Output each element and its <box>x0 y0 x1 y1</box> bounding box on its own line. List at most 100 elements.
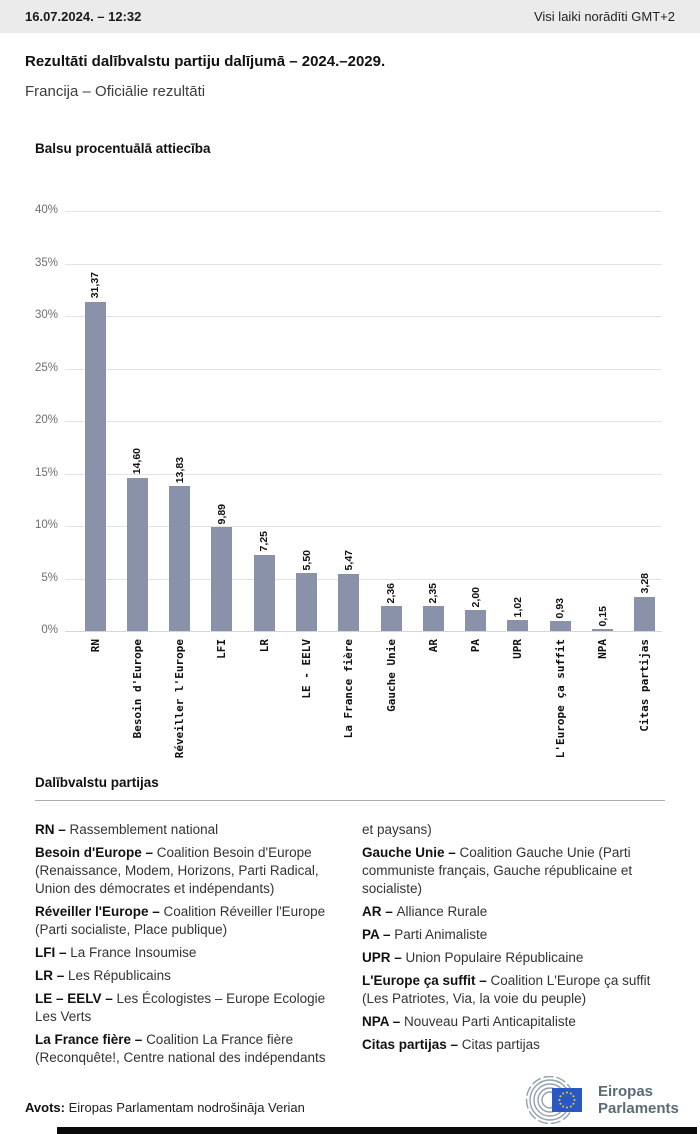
gridline <box>65 578 662 580</box>
date-time: 16.07.2024. – 12:32 <box>25 9 142 24</box>
bar-value-label: 9,89 <box>215 503 228 525</box>
y-axis-tick-label: 30% <box>34 309 58 321</box>
bar[interactable] <box>634 596 656 631</box>
bar[interactable] <box>169 485 191 631</box>
bar-value-label: 3,28 <box>638 573 651 594</box>
x-axis-label: Gauche Unie <box>384 639 398 712</box>
y-axis-tick-label: 10% <box>34 519 58 531</box>
bar[interactable] <box>422 606 444 631</box>
bar-column: 14,60 <box>116 211 158 631</box>
legend-item: PA – Parti Animaliste <box>362 927 488 942</box>
bar-value-label: 5,47 <box>342 550 355 571</box>
gridline <box>65 316 662 317</box>
party-abbr: NPA – <box>362 1014 405 1029</box>
gridline <box>65 263 662 265</box>
party-abbr: UPR – <box>362 950 406 965</box>
x-axis-label-cell: Citas partijas <box>624 639 666 767</box>
bar[interactable] <box>84 301 106 631</box>
bar[interactable] <box>211 527 233 631</box>
bar-column: 2,35 <box>412 211 454 631</box>
bar-value-label: 1,02 <box>511 596 524 618</box>
x-axis-label: LFI <box>215 639 229 659</box>
y-axis-tick-label: 25% <box>34 361 58 374</box>
party-abbr: Gauche Unie – <box>362 845 460 860</box>
ep-hemicycle-icon <box>525 1076 582 1124</box>
bar-value-label: 5,50 <box>300 549 313 571</box>
party-abbr: L'Europe ça suffit – <box>362 973 491 988</box>
x-axis-label: UPR <box>511 639 525 659</box>
y-axis-tick-label: 20% <box>34 414 58 426</box>
bar-column: 5,47 <box>328 211 370 631</box>
x-axis-label-cell: LE - EELV <box>285 639 327 767</box>
topbar: 16.07.2024. – 12:32 Visi laiki norādīti … <box>0 0 700 33</box>
bar[interactable] <box>592 629 614 631</box>
gridline <box>65 211 662 212</box>
gridline <box>65 631 662 632</box>
bar-value-label: 31,37 <box>89 272 102 299</box>
bar-value-label: 2,36 <box>385 582 398 604</box>
source-label: Avots: <box>25 1100 65 1115</box>
x-axis-label-cell: La France fière <box>328 639 370 767</box>
bar-value-label: 7,25 <box>258 531 271 552</box>
bar-column: 3,28 <box>624 211 666 631</box>
legend-item: La France fière – Coalition La France fi… <box>35 1032 326 1065</box>
bar[interactable] <box>296 573 318 631</box>
bar-value-label: 2,35 <box>427 582 440 604</box>
party-abbr: La France fière – <box>35 1032 147 1047</box>
party-abbr: PA – <box>362 927 395 942</box>
x-axis-label: RN <box>88 639 102 653</box>
bar[interactable] <box>253 554 275 631</box>
gridline <box>65 421 662 422</box>
bar[interactable] <box>465 610 487 631</box>
x-axis-label: La France fière <box>342 639 356 739</box>
gridline <box>65 368 662 370</box>
gridline <box>65 473 662 475</box>
bar[interactable] <box>126 477 148 631</box>
party-abbr: Réveiller l'Europe – <box>35 904 164 919</box>
bar-column: 2,36 <box>370 211 412 631</box>
legend-item: LE – EELV – Les Écologistes – Europe Eco… <box>35 991 326 1024</box>
legend-item: Besoin d'Europe – Coalition Besoin d'Eur… <box>35 845 319 896</box>
x-axis-label-cell: AR <box>412 639 454 767</box>
bar-value-label: 14,60 <box>131 448 144 475</box>
x-axis-label: LE - EELV <box>300 639 314 699</box>
horizontal-scrollbar[interactable] <box>57 1127 697 1134</box>
legend-divider <box>35 800 665 801</box>
legend-column-left: RN – Rassemblement national Besoin d'Euro… <box>35 821 345 1072</box>
bar-column: 1,02 <box>497 211 539 631</box>
bar-column: 2,00 <box>455 211 497 631</box>
legend-item: et paysans) <box>362 822 432 837</box>
bars-area: 31,37 14,60 13,83 9,89 7,25 5,50 5,47 2,36 2,35 2… <box>74 211 666 631</box>
x-axis-label-cell: Besoin d'Europe <box>116 639 158 767</box>
ep-logo-line2: Parlaments <box>598 1100 679 1117</box>
x-axis-label-cell: LFI <box>201 639 243 767</box>
party-abbr: RN – <box>35 822 70 837</box>
ep-logo-text: Eiropas Parlaments <box>598 1083 679 1117</box>
bar-value-label: 13,83 <box>173 456 186 483</box>
x-axis-label: Réveiller l'Europe <box>173 639 187 759</box>
bar[interactable] <box>338 573 360 631</box>
page-subtitle: Francija – Oficiālie rezultāti <box>25 83 206 100</box>
legend-item: AR – Alliance Rurale <box>362 904 488 919</box>
x-axis-label: L'Europe ça suffit <box>553 639 567 759</box>
party-abbr: AR – <box>362 904 397 919</box>
x-axis-label-cell: L'Europe ça suffit <box>539 639 581 767</box>
party-abbr: LFI – <box>35 945 71 960</box>
gridline <box>65 526 662 527</box>
x-axis-label-cell: RN <box>74 639 116 767</box>
legend-column-right: et paysans) Gauche Unie – Coalition Gauch… <box>362 821 677 1059</box>
bar[interactable] <box>380 606 402 631</box>
legend-item: LFI – La France Insoumise <box>35 945 197 960</box>
x-axis-label-cell: Réveiller l'Europe <box>159 639 201 767</box>
x-axis-label-cell: LR <box>243 639 285 767</box>
bar[interactable] <box>507 620 529 631</box>
x-axis-label: AR <box>426 639 440 653</box>
bar-value-label: 2,00 <box>469 586 482 607</box>
y-axis-tick-label: 35% <box>34 256 58 269</box>
source-line: Avots: Eiropas Parlamentam nodrošināja V… <box>25 1100 305 1115</box>
bar[interactable] <box>549 621 571 631</box>
bar-column: 9,89 <box>201 211 243 631</box>
legend-item: UPR – Union Populaire Républicaine <box>362 950 584 965</box>
bar-column: 0,15 <box>581 211 623 631</box>
